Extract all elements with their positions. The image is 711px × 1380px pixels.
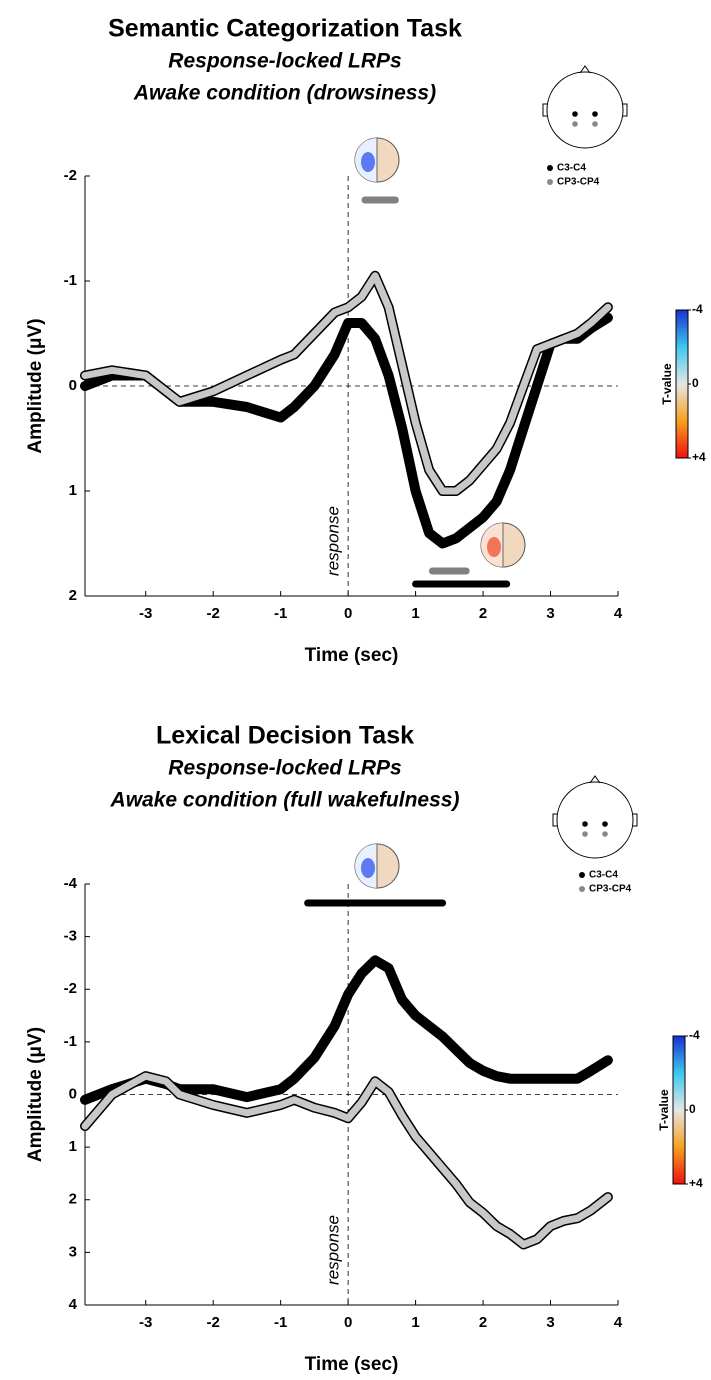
electrode — [592, 111, 598, 117]
x-tick-label: -2 — [207, 1314, 220, 1331]
colorbar-tick-label: -4 — [689, 1028, 700, 1042]
x-tick-label: 3 — [546, 1314, 554, 1331]
line — [82, 315, 611, 546]
x-tick-label: 2 — [479, 1314, 487, 1331]
subtitle: Response-locked LRPs — [168, 757, 401, 780]
head-nose — [589, 775, 601, 784]
x-axis-title: Time (sec) — [305, 1354, 399, 1375]
y-tick-label: -3 — [64, 928, 77, 945]
y-tick-label: 4 — [69, 1296, 78, 1313]
x-tick-label: -1 — [274, 605, 287, 622]
y-tick-label: -4 — [64, 875, 78, 892]
line-outline — [80, 312, 613, 549]
x-tick-label: 1 — [411, 1314, 419, 1331]
electrode — [592, 121, 598, 127]
legend-marker — [547, 179, 553, 185]
chart-title: Semantic Categorization Task — [108, 15, 462, 43]
x-tick-label: -2 — [207, 605, 220, 622]
colorbar-tick-label: 0 — [689, 1102, 696, 1116]
colorbar — [672, 1035, 686, 1185]
x-tick-label: -3 — [139, 605, 152, 622]
electrode — [572, 111, 578, 117]
y-tick-label: -2 — [64, 980, 77, 997]
y-tick-label: -1 — [64, 272, 77, 289]
head-ear — [633, 813, 638, 827]
legend-marker — [579, 886, 585, 892]
subtitle: Awake condition (drowsiness) — [133, 82, 436, 105]
electrode — [582, 821, 588, 827]
legend-label: CP3-CP4 — [557, 177, 600, 188]
x-tick-label: 3 — [546, 605, 554, 622]
x-tick-label: 4 — [614, 605, 623, 622]
subtitle: Response-locked LRPs — [168, 50, 401, 73]
y-tick-label: 0 — [69, 377, 77, 394]
line — [81, 1072, 612, 1248]
y-axis-title: Amplitude (μV) — [25, 1027, 46, 1162]
colorbar-tick-label: +4 — [689, 1176, 703, 1190]
x-tick-label: 1 — [411, 605, 419, 622]
topomap-blob — [361, 152, 375, 172]
legend-label: C3-C4 — [557, 163, 586, 174]
head-nose — [579, 65, 591, 74]
legend-label: CP3-CP4 — [589, 884, 632, 895]
x-tick-label: -3 — [139, 1314, 152, 1331]
colorbar-tick-label: +4 — [692, 450, 706, 464]
colorbar-label: T-value — [660, 363, 674, 405]
x-tick-label: 0 — [344, 605, 352, 622]
line — [81, 272, 612, 495]
y-tick-label: 1 — [69, 1138, 77, 1155]
y-tick-label: -2 — [64, 167, 77, 184]
y-tick-label: 2 — [69, 1191, 77, 1208]
electrode — [582, 831, 588, 837]
topomap-blob — [487, 537, 501, 557]
line-outline — [80, 1071, 613, 1250]
legend-marker — [547, 165, 553, 171]
x-tick-label: 4 — [614, 1314, 623, 1331]
head-icon — [546, 71, 624, 149]
line — [82, 957, 611, 1103]
x-tick-label: 0 — [344, 1314, 352, 1331]
electrode — [572, 121, 578, 127]
y-tick-label: 3 — [69, 1243, 77, 1260]
subtitle: Awake condition (full wakefulness) — [110, 789, 460, 812]
y-tick-label: -1 — [64, 1033, 77, 1050]
head-ear — [623, 103, 628, 117]
y-tick-label: 0 — [69, 1085, 77, 1102]
annotation: response — [324, 1215, 343, 1285]
x-tick-label: 2 — [479, 605, 487, 622]
electrode — [602, 821, 608, 827]
y-tick-label: 2 — [69, 587, 77, 604]
x-axis-title: Time (sec) — [305, 645, 399, 666]
legend-label: C3-C4 — [589, 870, 618, 881]
colorbar-tick-label: -4 — [692, 302, 703, 316]
y-axis-title: Amplitude (μV) — [25, 318, 46, 453]
annotation: response — [324, 506, 343, 576]
electrode — [602, 831, 608, 837]
y-tick-label: 1 — [69, 482, 77, 499]
x-tick-label: -1 — [274, 1314, 287, 1331]
head-ear — [542, 103, 547, 117]
head-ear — [552, 813, 557, 827]
colorbar — [675, 309, 689, 459]
topomap-blob — [361, 858, 375, 878]
head-icon — [556, 781, 634, 859]
colorbar-tick-label: 0 — [692, 376, 699, 390]
colorbar-label: T-value — [657, 1089, 671, 1131]
legend-marker — [579, 872, 585, 878]
chart-title: Lexical Decision Task — [156, 722, 414, 750]
